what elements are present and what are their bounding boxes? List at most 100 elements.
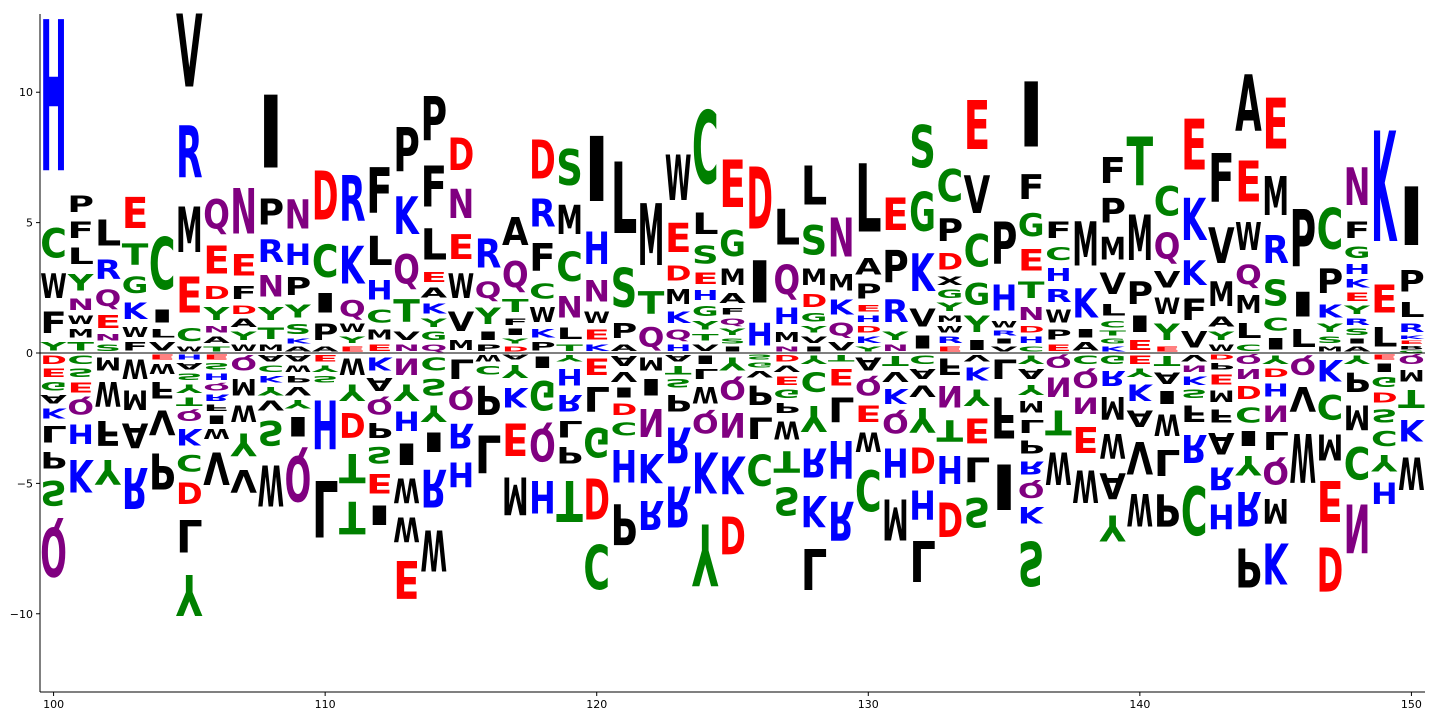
logo-letter-w: W <box>122 352 149 384</box>
logo-letter-s: S <box>95 343 122 353</box>
logo-letter-n: N <box>936 378 963 411</box>
logo-letter-k: K <box>964 363 991 384</box>
logo-letter-f: F <box>67 218 94 243</box>
logo-letter-e: E <box>964 87 991 165</box>
logo-letter-p: P <box>611 490 638 555</box>
logo-letter-y: Y <box>800 397 828 438</box>
logo-letter-c: C <box>1099 319 1126 329</box>
logo-letter-d: D <box>1262 366 1289 379</box>
logo-letter-n: N <box>719 405 746 444</box>
logo-letter-v: V <box>828 340 855 353</box>
logo-letter-s: S <box>692 242 719 270</box>
logo-letter-w: W <box>529 304 556 328</box>
logo-letter-p: P <box>285 273 312 301</box>
logo-letter-n: N <box>393 342 420 353</box>
logo-letter-p: P <box>258 193 285 234</box>
logo-letter-q: Q <box>203 382 230 392</box>
logo-letter-g: G <box>936 288 963 301</box>
logo-letter-l: L <box>692 208 719 241</box>
logo-letter-w: W <box>122 324 149 340</box>
logo-letter-m: M <box>1344 397 1371 436</box>
logo-letter-a: A <box>611 353 639 368</box>
logo-letter-k: K <box>1072 280 1099 327</box>
logo-letter-n: N <box>828 208 855 270</box>
logo-letter-h: H <box>556 363 583 388</box>
logo-letter-a: A <box>258 353 285 363</box>
logo-letter-p: P <box>1099 193 1126 231</box>
logo-letter-l: L <box>67 244 94 270</box>
logo-letter-t: T <box>936 412 963 446</box>
logo-letter-e: E <box>312 353 339 363</box>
logo-letter-g: G <box>420 329 447 342</box>
logo-letter-y: Y <box>420 400 448 426</box>
logo-letter-q: Q <box>40 511 67 588</box>
axes: −10 −5 0 5 10 100 110 120 130 140 150 <box>10 14 1425 711</box>
logo-letter-w: W <box>203 426 230 442</box>
logo-letter-h: H <box>936 446 963 489</box>
logo-letter-i: I <box>393 436 420 470</box>
logo-letter-a: A <box>122 416 149 454</box>
logo-letter-s: S <box>40 472 67 511</box>
logo-letter-m: M <box>801 264 828 290</box>
logo-letter-d: D <box>774 353 801 364</box>
logo-letter-p: P <box>393 116 420 186</box>
logo-letter-i: I <box>529 353 556 371</box>
logo-letter-n: N <box>1235 366 1262 382</box>
logo-letter-k: K <box>1398 335 1425 340</box>
logo-letter-k: K <box>1099 345 1127 353</box>
logo-letter-y: Y <box>1370 450 1398 476</box>
logo-letter-i: I <box>909 333 936 354</box>
logo-letter-d: D <box>176 475 203 508</box>
logo-letter-f: F <box>991 384 1018 449</box>
logo-letter-i: I <box>366 499 393 530</box>
logo-letter-i: I <box>285 410 312 441</box>
logo-letter-e: E <box>1208 371 1235 387</box>
logo-letter-k: K <box>1181 254 1208 293</box>
logo-letter-k: K <box>801 486 828 535</box>
logo-letter-c: C <box>1317 197 1344 262</box>
logo-letter-k: K <box>909 245 936 305</box>
logo-letter-g: G <box>964 278 991 312</box>
logo-letter-v: V <box>149 403 176 441</box>
logo-letter-m: M <box>1208 386 1235 404</box>
logo-letter-n: N <box>230 176 257 249</box>
logo-letter-v: V <box>258 397 286 412</box>
logo-letter-m: M <box>936 314 963 324</box>
x-tick-label: 150 <box>1401 698 1422 711</box>
logo-letter-v: V <box>909 304 936 333</box>
logo-letter-e: E <box>964 410 991 450</box>
logo-letter-d: D <box>448 130 475 182</box>
y-tick-label: 0 <box>26 347 33 360</box>
logo-letter-e: E <box>40 366 67 379</box>
logo-letter-a: A <box>665 353 692 363</box>
logo-letter-t: T <box>828 353 856 363</box>
logo-letter-m: M <box>774 329 801 345</box>
logo-letter-q: Q <box>366 394 393 417</box>
logo-letter-t: T <box>176 395 203 408</box>
logo-letter-k: K <box>529 327 556 340</box>
logo-letter-q: Q <box>95 286 122 311</box>
logo-letter-k: K <box>393 187 420 247</box>
logo-letter-s: S <box>258 412 285 451</box>
logo-letter-k: K <box>1181 374 1208 387</box>
logo-letter-r: R <box>991 330 1018 338</box>
logo-letter-t: T <box>502 296 529 317</box>
logo-letter-f: F <box>1208 405 1235 426</box>
y-tick-label: 5 <box>26 217 33 230</box>
logo-letter-e: E <box>1371 353 1398 361</box>
logo-letter-a: A <box>855 254 882 280</box>
logo-letter-v: V <box>285 384 312 397</box>
logo-letter-c: C <box>1344 436 1371 489</box>
logo-letter-f: F <box>1018 168 1045 208</box>
logo-letter-a: A <box>1344 345 1372 353</box>
logo-letter-m: M <box>719 264 746 290</box>
logo-letter-g: G <box>692 303 719 319</box>
logo-letter-w: W <box>95 374 122 413</box>
logo-letter-f: F <box>936 353 963 378</box>
logo-letter-y: Y <box>229 330 257 343</box>
logo-letter-s: S <box>801 218 828 265</box>
logo-letter-w: W <box>1398 446 1425 497</box>
logo-letter-s: S <box>719 338 746 346</box>
logo-letter-f: F <box>1208 139 1235 217</box>
logo-letter-v: V <box>203 441 230 493</box>
